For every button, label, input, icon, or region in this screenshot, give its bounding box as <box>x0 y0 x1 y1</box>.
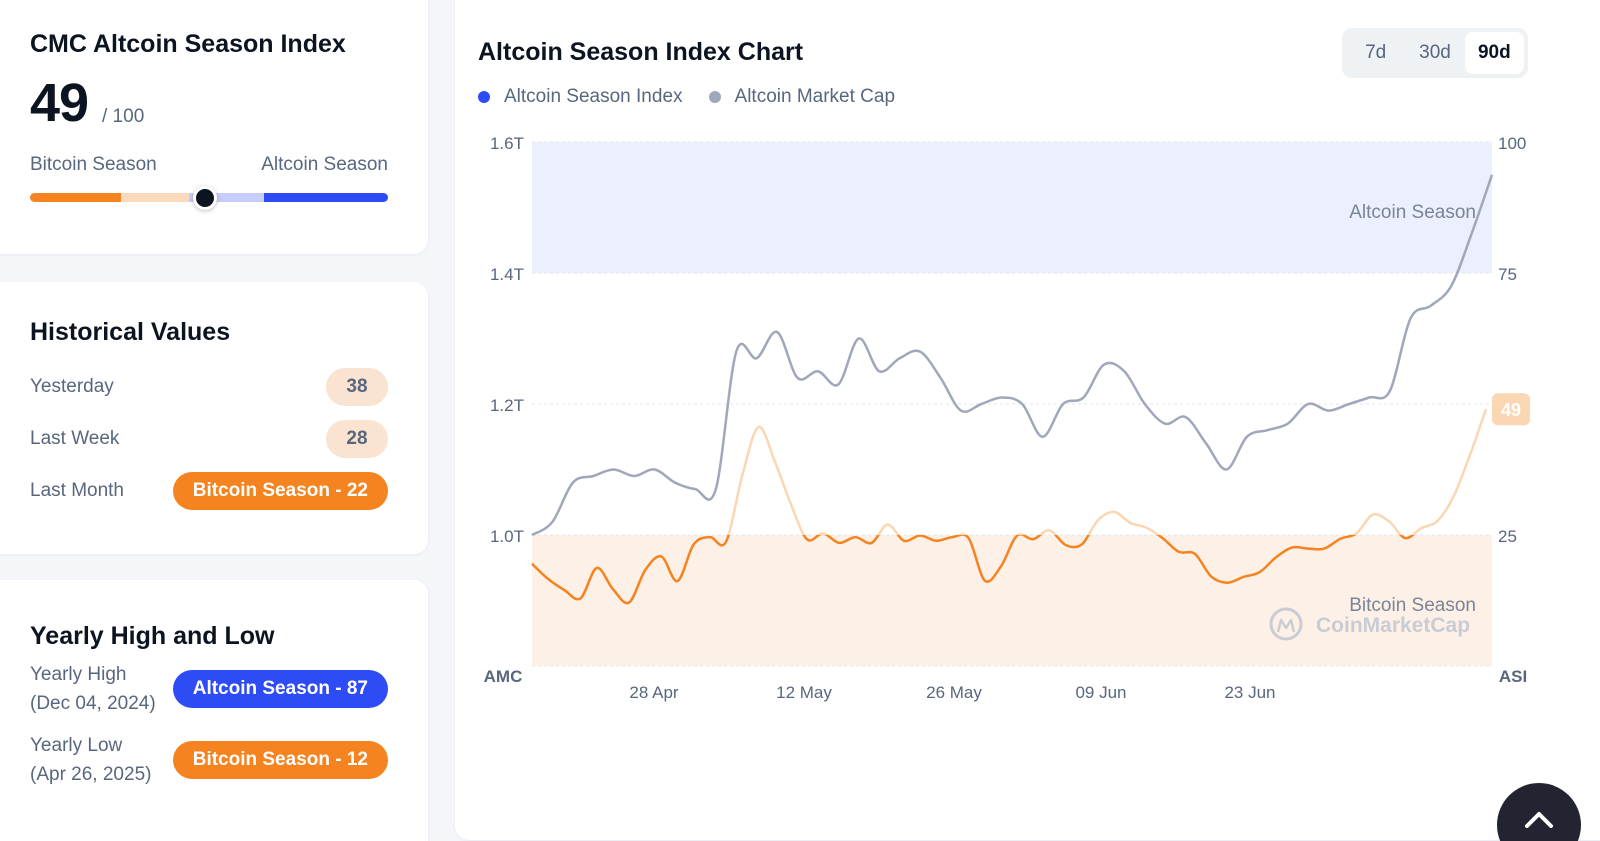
historical-title: Historical Values <box>30 318 231 346</box>
last-week-badge: 28 <box>326 420 388 458</box>
chart-title: Altcoin Season Index Chart <box>478 38 804 66</box>
legend-item-market-cap[interactable]: Altcoin Market Cap <box>708 86 896 108</box>
index-max: / 100 <box>102 106 145 127</box>
gauge-segment-altcoin-light <box>189 193 265 202</box>
gauge-segment-bitcoin <box>30 193 122 202</box>
right-tick-label: 100 <box>1498 134 1526 153</box>
band-bitcoin <box>532 535 1492 666</box>
legend-dot-index <box>478 91 490 103</box>
left-tick-label: 1.6T <box>490 134 524 153</box>
last-month-label: Last Month <box>30 480 124 501</box>
index-title: CMC Altcoin Season Index <box>30 30 346 58</box>
chart-legend: Altcoin Season Index Altcoin Market Cap <box>478 86 895 108</box>
range-7d-button[interactable]: 7d <box>1365 42 1387 63</box>
scroll-top-button[interactable] <box>1497 783 1581 841</box>
watermark-logo-mark <box>1276 618 1296 633</box>
x-tick-label: 28 Apr <box>629 683 678 702</box>
yearly-title: Yearly High and Low <box>30 622 275 650</box>
index-value: 49 <box>30 73 89 133</box>
gauge-altcoin-label: Altcoin Season <box>261 154 388 175</box>
gauge-thumb <box>193 186 218 210</box>
x-tick-label: 26 May <box>926 683 982 702</box>
legend-dot-market-cap <box>708 91 721 103</box>
band-label-altcoin: Altcoin Season <box>1349 202 1476 223</box>
altcoin-season-index-line <box>531 535 1415 605</box>
right-tick-label: 75 <box>1498 265 1517 284</box>
gauge-segment-altcoin <box>264 193 388 202</box>
chart-card: Altcoin Season Index Chart Altcoin Seaso… <box>455 0 1600 840</box>
legend-label-market-cap: Altcoin Market Cap <box>734 86 896 107</box>
historical-values-card: Historical Values Yesterday 38 Last Week… <box>0 282 428 554</box>
left-axis-label: AMC <box>484 667 523 686</box>
left-tick-label: 1.2T <box>490 396 524 415</box>
yearly-high-low-card: Yearly High and Low Yearly High (Dec 04,… <box>0 580 428 841</box>
watermark-logo-icon <box>1269 607 1303 641</box>
left-tick-label: 1.0T <box>490 527 524 546</box>
left-tick-label: 1.4T <box>490 265 524 284</box>
right-tick-label: 25 <box>1498 527 1517 546</box>
range-90d-button[interactable]: 90d <box>1464 32 1524 74</box>
watermark-text: CoinMarketCap <box>1316 614 1470 637</box>
yesterday-badge: 38 <box>326 368 388 406</box>
yearly-low-badge: Bitcoin Season - 12 <box>172 741 388 779</box>
yearly-high-date: (Dec 04, 2024) <box>30 693 156 714</box>
range-switch: 7d 30d 90d <box>1342 28 1528 78</box>
band-altcoin <box>532 142 1492 273</box>
range-30d-button[interactable]: 30d <box>1419 42 1451 63</box>
x-tick-label: 23 Jun <box>1224 683 1275 702</box>
yearly-low-date: (Apr 26, 2025) <box>30 764 152 785</box>
gauge-bitcoin-label: Bitcoin Season <box>30 154 157 175</box>
last-month-badge: Bitcoin Season - 22 <box>172 472 388 510</box>
altcoin-market-cap-line <box>531 174 1494 537</box>
legend-label-index: Altcoin Season Index <box>504 86 683 107</box>
season-gauge <box>30 193 388 202</box>
gauge-segment-bitcoin-light <box>121 193 190 202</box>
chevron-up-icon <box>1525 812 1553 828</box>
x-tick-label: 09 Jun <box>1075 683 1126 702</box>
current-value-label: 49 <box>1501 400 1521 420</box>
yearly-high-badge: Altcoin Season - 87 <box>172 670 388 708</box>
x-tick-label: 12 May <box>776 683 832 702</box>
current-value-badge <box>1492 393 1530 426</box>
yesterday-label: Yesterday <box>30 376 114 397</box>
band-label-bitcoin: Bitcoin Season <box>1349 595 1476 616</box>
last-week-label: Last Week <box>30 428 120 449</box>
yearly-high-label: Yearly High <box>30 664 127 685</box>
index-card: CMC Altcoin Season Index 49 / 100 Bitcoi… <box>0 0 428 254</box>
legend-item-index[interactable]: Altcoin Season Index <box>478 86 683 108</box>
yearly-low-label: Yearly Low <box>30 735 123 756</box>
right-axis-label: ASI <box>1499 667 1527 686</box>
